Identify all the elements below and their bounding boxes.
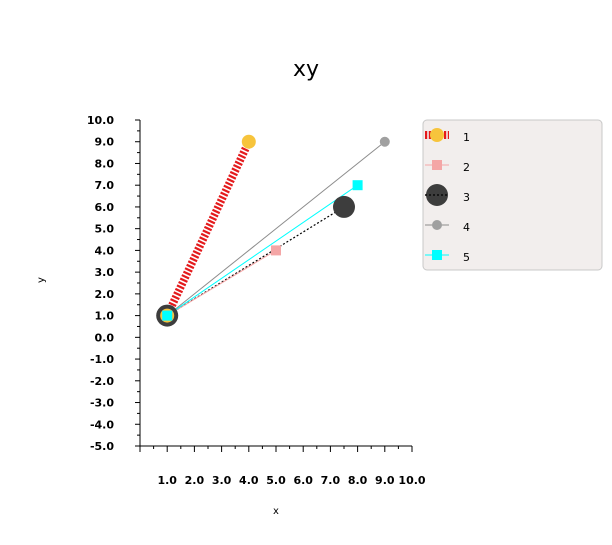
y-tick-label: -4.0 — [90, 418, 114, 431]
x-tick-label: 10.0 — [398, 474, 425, 487]
axes: -5.0 -4.0 -3.0 -2.0 -1.0 0.0 1.0 2.0 3.0 4.0 5.0 6.… — [87, 114, 426, 487]
x-axis-label: x — [273, 506, 279, 517]
legend-swatch-marker — [432, 160, 442, 170]
y-tick-label: 7.0 — [95, 179, 115, 192]
x-tick-label: 2.0 — [185, 474, 205, 487]
series-2-point — [271, 245, 281, 256]
x-tick-label: 5.0 — [266, 474, 286, 487]
x-tick-label: 8.0 — [348, 474, 368, 487]
legend-swatch-marker — [430, 128, 444, 142]
x-tick-label: 6.0 — [293, 474, 313, 487]
y-tick-label: 9.0 — [95, 136, 115, 149]
series-lines — [163, 140, 386, 318]
y-tick-label: 8.0 — [95, 157, 115, 170]
y-tick-label: 0.0 — [95, 331, 115, 344]
series-markers — [156, 134, 390, 327]
legend-label: 5 — [463, 251, 470, 264]
x-tick-label: 9.0 — [375, 474, 395, 487]
series-5-point — [162, 310, 173, 321]
y-tick-label: -3.0 — [90, 397, 114, 410]
legend-box — [422, 119, 603, 271]
series-4-line — [166, 141, 386, 316]
series-2-line — [166, 249, 277, 317]
x-tick-label: 4.0 — [239, 474, 259, 487]
y-tick-label: -2.0 — [90, 375, 114, 388]
series-3-line — [166, 206, 345, 317]
y-tick-label: 3.0 — [95, 266, 115, 279]
x-tick-label: 7.0 — [321, 474, 341, 487]
series-3-point — [333, 195, 355, 218]
series-5-point — [352, 180, 363, 191]
y-tick-label: 1.0 — [95, 310, 115, 323]
series-1-point — [241, 134, 256, 149]
y-tick-label: 5.0 — [95, 223, 115, 236]
x-tick-label: 1.0 — [157, 474, 177, 487]
y-tick-label: -5.0 — [90, 440, 114, 453]
legend-swatch-marker — [432, 250, 442, 260]
legend-label: 4 — [463, 221, 470, 234]
series-5-line — [166, 184, 358, 317]
legend: 1 2 3 4 5 — [422, 119, 603, 271]
y-tick-label: 6.0 — [95, 201, 115, 214]
legend-items: 1 2 3 4 5 — [425, 128, 470, 264]
chart-title: xy — [293, 57, 319, 82]
y-axis-label: y — [36, 277, 47, 283]
y-tick-label: -1.0 — [90, 353, 114, 366]
legend-swatch-marker — [432, 220, 442, 230]
y-tick-label: 10.0 — [87, 114, 114, 127]
legend-label: 3 — [463, 191, 470, 204]
y-tick-label: 4.0 — [95, 244, 115, 257]
series-4-point — [379, 136, 390, 147]
series-1-line — [163, 140, 253, 318]
x-tick-label: 3.0 — [212, 474, 232, 487]
legend-label: 1 — [463, 131, 470, 144]
legend-label: 2 — [463, 161, 470, 174]
y-tick-label: 2.0 — [95, 288, 115, 301]
